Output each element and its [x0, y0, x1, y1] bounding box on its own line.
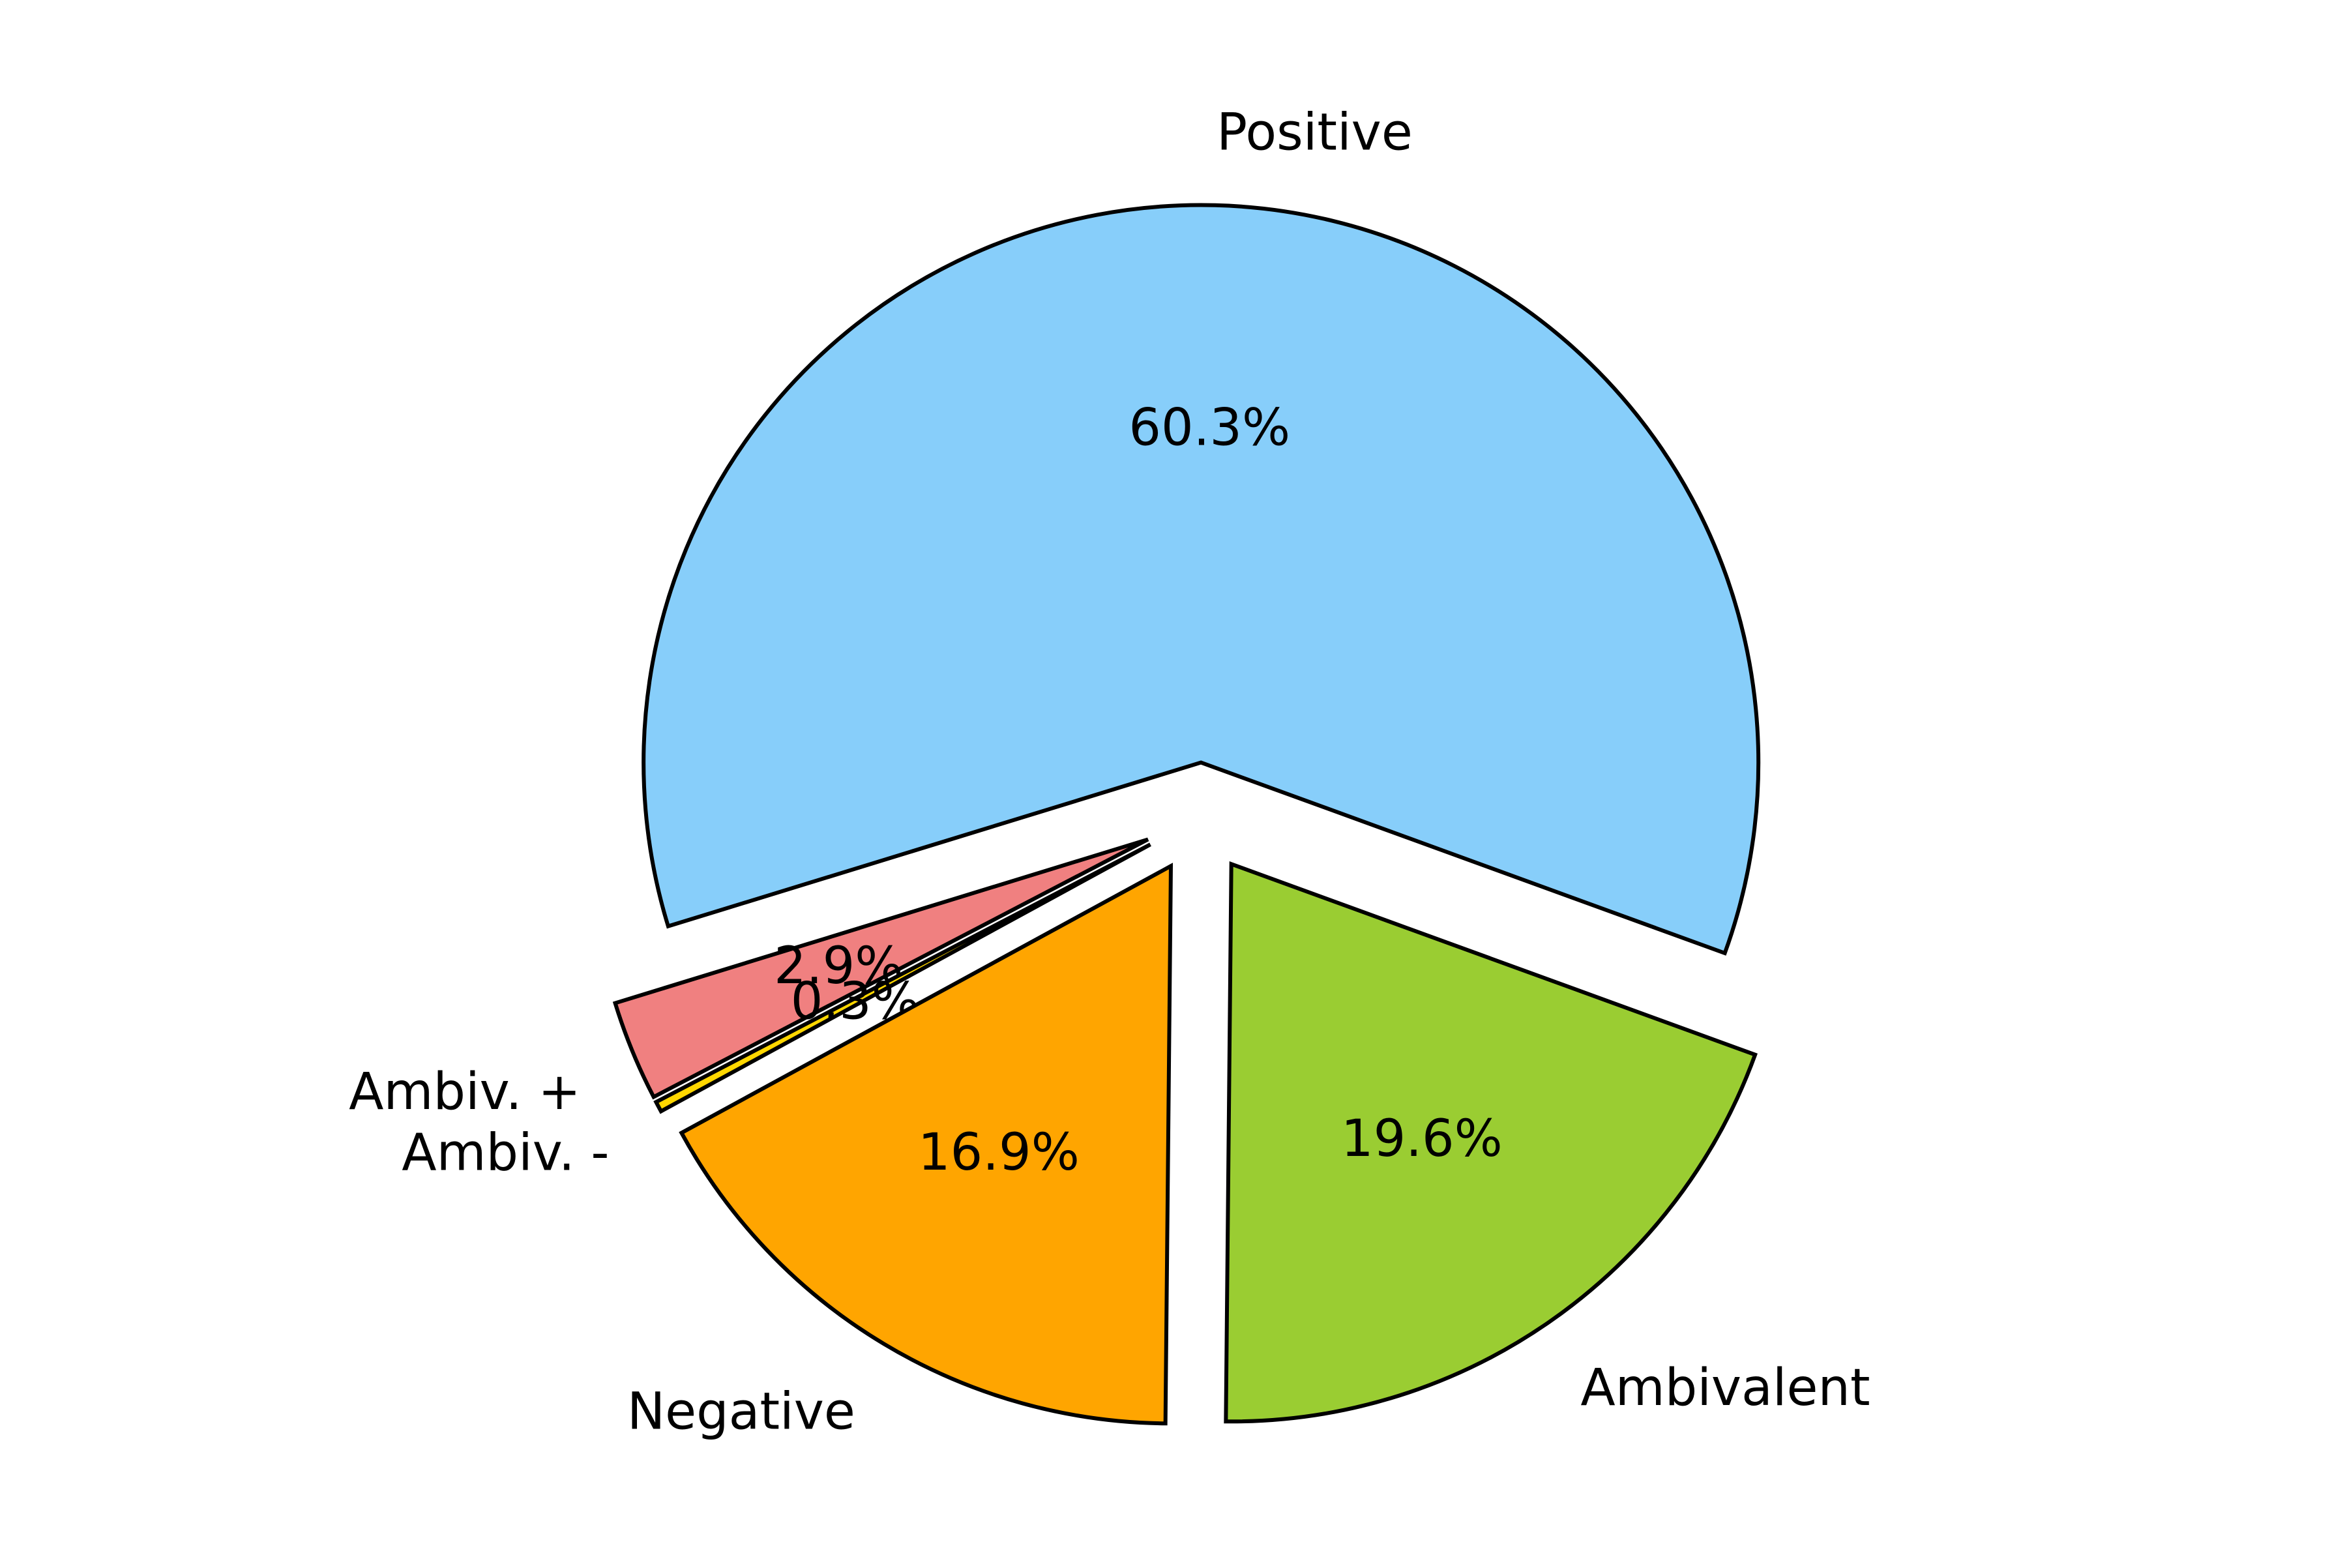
pie-slice-positive: [642, 203, 1761, 956]
slice-percent-ambivalent: 19.6%: [1341, 1110, 1503, 1168]
pie-slice-ambiv-plus: [612, 837, 1149, 1100]
slice-label-ambivalent: Ambivalent: [1580, 1359, 1870, 1417]
pie-slice-negative: [679, 863, 1174, 1426]
slice-label-ambiv-plus: Ambiv. +: [349, 1063, 581, 1121]
slice-label-ambiv-minus: Ambiv. -: [402, 1123, 609, 1182]
slice-label-positive: Positive: [1217, 103, 1413, 162]
slice-percent-negative: 16.9%: [918, 1123, 1080, 1182]
pie-slice-ambiv-minus: [653, 842, 1151, 1114]
slice-label-negative: Negative: [627, 1382, 855, 1441]
pie-slice-ambivalent: [1224, 861, 1758, 1424]
slice-percent-positive: 60.3%: [1129, 399, 1290, 458]
